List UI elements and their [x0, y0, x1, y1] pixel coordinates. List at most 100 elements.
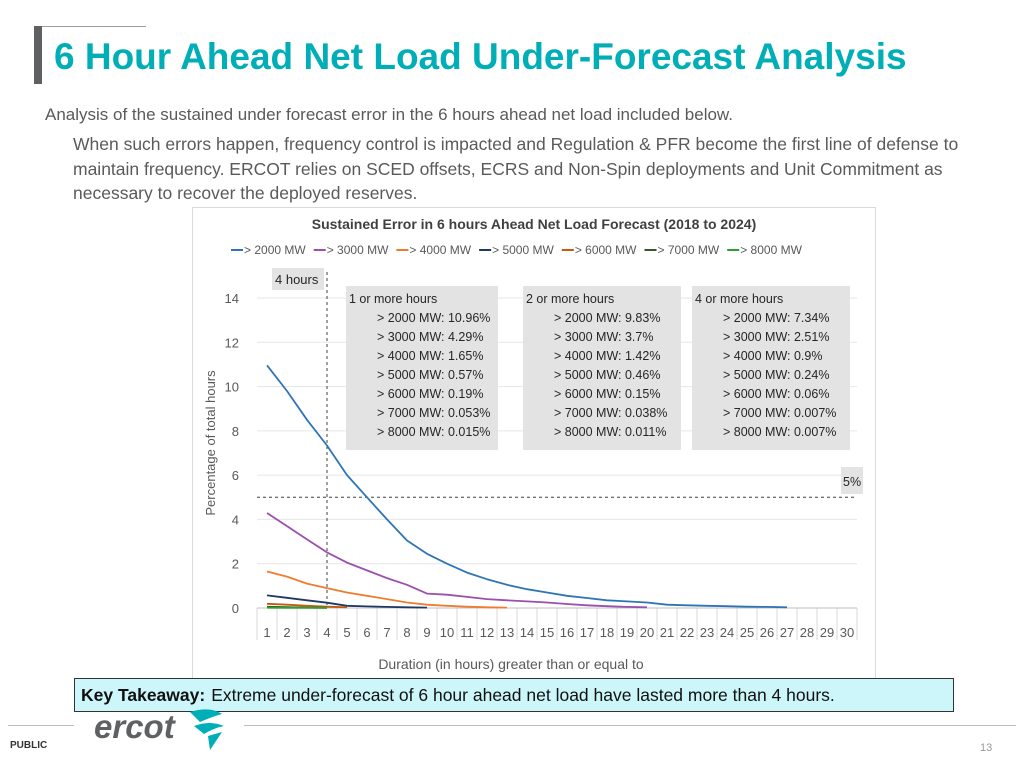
logo-wordmark: ercot — [94, 708, 177, 745]
chart-svg: Sustained Error in 6 hours Ahead Net Loa… — [203, 216, 863, 672]
y-tick-label: 2 — [232, 557, 239, 572]
y-tick-label: 0 — [232, 601, 239, 616]
x-tick-label: 5 — [343, 625, 350, 640]
x-tick-label: 13 — [500, 625, 514, 640]
x-tick-label: 2 — [283, 625, 290, 640]
footer-classification: PUBLIC — [10, 740, 48, 751]
x-tick-label: 8 — [403, 625, 410, 640]
x-tick-label: 4 — [323, 625, 330, 640]
x-tick-label: 11 — [460, 625, 474, 640]
annotation-line: > 2000 MW: 9.83% — [554, 311, 660, 325]
vline-label: 4 hours — [275, 272, 319, 287]
x-axis-label: Duration (in hours) greater than or equa… — [378, 656, 644, 672]
legend-label: > 7000 MW — [658, 243, 720, 257]
chart-title: Sustained Error in 6 hours Ahead Net Loa… — [312, 216, 757, 232]
legend-label: > 5000 MW — [492, 243, 554, 257]
x-tick-label: 3 — [303, 625, 310, 640]
y-tick-label: 6 — [232, 468, 239, 483]
annotation-line: > 3000 MW: 3.7% — [554, 330, 653, 344]
series-line-1 — [266, 364, 788, 609]
annotation-box — [692, 286, 850, 450]
y-tick-label: 14 — [225, 291, 239, 306]
hline-label-box — [841, 467, 863, 494]
legend-label: > 4000 MW — [409, 243, 471, 257]
series-line-5 — [266, 602, 348, 609]
series-line-4 — [266, 594, 428, 609]
legend-label: > 6000 MW — [575, 243, 637, 257]
x-tick-label: 6 — [363, 625, 370, 640]
x-tick-label: 29 — [820, 625, 834, 640]
x-tick-label: 16 — [560, 625, 574, 640]
x-tick-label: 22 — [680, 625, 694, 640]
footer-line-right — [244, 725, 1016, 726]
x-tick-label: 26 — [760, 625, 774, 640]
x-tick-label: 10 — [440, 625, 454, 640]
annotation-heading: 1 or more hours — [349, 292, 437, 306]
legend-label: > 8000 MW — [740, 243, 802, 257]
annotation-line: > 6000 MW: 0.15% — [554, 387, 660, 401]
annotation-line: > 2000 MW: 7.34% — [723, 311, 829, 325]
page-title: 6 Hour Ahead Net Load Under-Forecast Ana… — [54, 36, 907, 77]
x-tick-label: 25 — [740, 625, 754, 640]
annotation-line: > 4000 MW: 0.9% — [723, 349, 822, 363]
x-tick-label: 28 — [800, 625, 814, 640]
title-accent-bar — [34, 26, 42, 84]
title-rule — [34, 26, 146, 27]
annotation-line: > 8000 MW: 0.007% — [723, 425, 836, 439]
y-tick-label: 12 — [225, 335, 239, 350]
intro-text: Analysis of the sustained under forecast… — [45, 105, 733, 124]
annotation-box — [523, 286, 681, 450]
series-line-2 — [266, 512, 648, 609]
footer-line-left — [8, 725, 74, 726]
x-tick-label: 27 — [780, 625, 794, 640]
annotation-line: > 7000 MW: 0.007% — [723, 406, 836, 420]
x-tick-label: 30 — [840, 625, 854, 640]
annotation-line: > 8000 MW: 0.011% — [554, 425, 666, 439]
ercot-logo: ercot — [94, 708, 224, 750]
annotation-line: > 7000 MW: 0.053% — [377, 406, 490, 420]
x-tick-label: 15 — [540, 625, 554, 640]
chart-frame: Sustained Error in 6 hours Ahead Net Loa… — [192, 207, 876, 689]
hline-label: 5% — [843, 475, 861, 489]
key-takeaway-box: Key Takeaway: Extreme under-forecast of … — [74, 678, 954, 712]
x-tick-label: 19 — [620, 625, 634, 640]
annotation-line: > 3000 MW: 2.51% — [723, 330, 829, 344]
takeaway-label: Key Takeaway: — [81, 684, 206, 705]
x-tick-label: 20 — [640, 625, 654, 640]
annotation-line: > 4000 MW: 1.65% — [377, 349, 483, 363]
x-tick-label: 18 — [600, 625, 614, 640]
annotation-line: > 2000 MW: 10.96% — [377, 311, 490, 325]
annotation-line: > 6000 MW: 0.19% — [377, 387, 483, 401]
annotation-line: > 4000 MW: 1.42% — [554, 349, 660, 363]
annotation-line: > 5000 MW: 0.57% — [377, 368, 483, 382]
annotation-box — [346, 286, 498, 450]
x-tick-label: 14 — [520, 625, 534, 640]
vline-label-box — [272, 268, 324, 290]
annotation-line: > 5000 MW: 0.24% — [723, 368, 829, 382]
x-tick-label: 7 — [383, 625, 390, 640]
y-tick-label: 8 — [232, 424, 239, 439]
x-tick-label: 21 — [660, 625, 674, 640]
body-text: When such errors happen, frequency contr… — [73, 134, 959, 203]
y-tick-label: 10 — [225, 380, 239, 395]
logo-swoosh-icon — [190, 709, 224, 750]
series-line-3 — [266, 570, 508, 609]
legend-label: > 3000 MW — [327, 243, 389, 257]
page-number: 13 — [980, 742, 993, 754]
y-axis-label: Percentage of total hours — [203, 370, 218, 516]
legend-label: > 2000 MW — [244, 243, 306, 257]
y-tick-label: 4 — [232, 512, 239, 527]
x-tick-label: 1 — [263, 625, 270, 640]
annotation-line: > 6000 MW: 0.06% — [723, 387, 829, 401]
x-tick-label: 24 — [720, 625, 734, 640]
annotation-line: > 8000 MW: 0.015% — [377, 425, 490, 439]
x-tick-label: 23 — [700, 625, 714, 640]
annotation-line: > 7000 MW: 0.038% — [554, 406, 667, 420]
annotation-line: > 3000 MW: 4.29% — [377, 330, 483, 344]
x-tick-label: 9 — [423, 625, 430, 640]
takeaway-text: Extreme under-forecast of 6 hour ahead n… — [211, 684, 835, 705]
annotation-heading: 2 or more hours — [526, 292, 614, 306]
annotation-line: > 5000 MW: 0.46% — [554, 368, 660, 382]
x-tick-label: 17 — [580, 625, 594, 640]
annotation-heading: 4 or more hours — [695, 292, 783, 306]
